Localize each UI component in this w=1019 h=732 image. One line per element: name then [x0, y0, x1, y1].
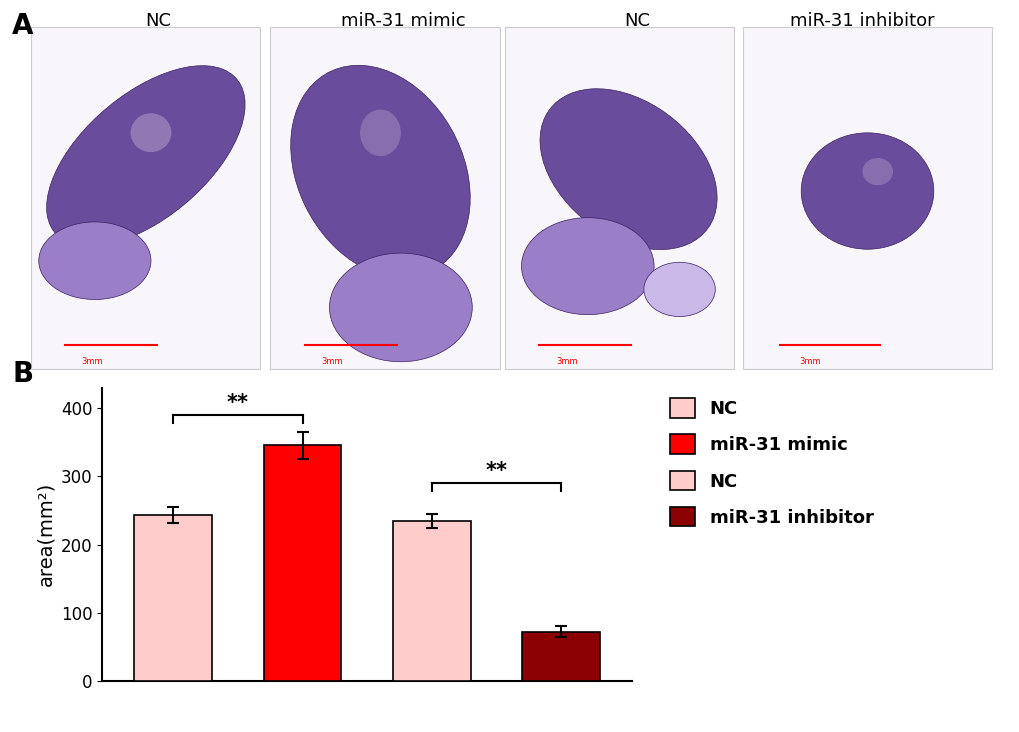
Text: miR-31 inhibitor: miR-31 inhibitor: [789, 12, 933, 29]
Bar: [264, 445, 341, 681]
Y-axis label: area(mm²): area(mm²): [36, 482, 55, 586]
Ellipse shape: [862, 158, 893, 185]
Text: **: **: [485, 461, 507, 481]
Ellipse shape: [290, 65, 470, 278]
Legend: NC, miR-31 mimic, NC, miR-31 inhibitor: NC, miR-31 mimic, NC, miR-31 inhibitor: [662, 391, 879, 534]
Ellipse shape: [130, 113, 171, 152]
Text: 3mm: 3mm: [82, 357, 103, 366]
Text: 3mm: 3mm: [555, 357, 577, 366]
FancyBboxPatch shape: [504, 27, 734, 369]
Bar: [392, 520, 470, 681]
Ellipse shape: [360, 110, 400, 156]
Ellipse shape: [39, 222, 151, 299]
Text: **: **: [226, 393, 249, 413]
Ellipse shape: [643, 262, 714, 316]
FancyBboxPatch shape: [742, 27, 991, 369]
Ellipse shape: [329, 253, 472, 362]
Text: A: A: [12, 12, 34, 40]
Ellipse shape: [521, 217, 653, 315]
Text: NC: NC: [145, 12, 171, 29]
FancyBboxPatch shape: [31, 27, 260, 369]
Text: 3mm: 3mm: [799, 357, 820, 366]
Bar: [135, 515, 212, 681]
Text: miR-31 mimic: miR-31 mimic: [340, 12, 465, 29]
Ellipse shape: [539, 89, 716, 250]
Text: B: B: [12, 360, 34, 388]
Bar: [522, 632, 599, 681]
FancyBboxPatch shape: [270, 27, 499, 369]
Text: 3mm: 3mm: [321, 357, 342, 366]
Ellipse shape: [47, 66, 245, 246]
Ellipse shape: [801, 132, 933, 249]
Text: NC: NC: [624, 12, 650, 29]
